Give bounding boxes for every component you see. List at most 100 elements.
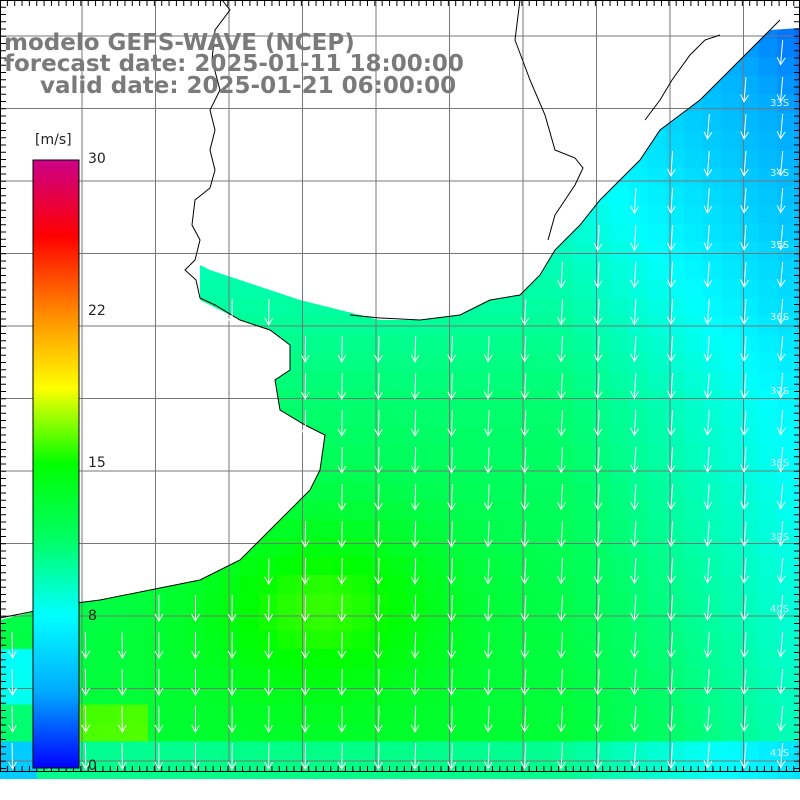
wind-arrow bbox=[740, 594, 750, 621]
wind-arrow bbox=[447, 520, 457, 548]
wind-cell bbox=[351, 408, 371, 428]
wind-arrow bbox=[593, 631, 603, 659]
wind-cell bbox=[758, 649, 778, 668]
wind-cell bbox=[462, 630, 482, 650]
wind-cell bbox=[314, 408, 334, 428]
wind-cell bbox=[388, 390, 408, 409]
wind-cell bbox=[536, 630, 556, 650]
wind-arrow bbox=[447, 409, 457, 437]
wind-cell bbox=[333, 760, 352, 779]
wind-cell bbox=[314, 482, 334, 502]
wind-cell bbox=[351, 593, 371, 613]
wind-cell bbox=[721, 371, 741, 391]
wind-cell bbox=[721, 667, 741, 687]
wind-arrow bbox=[593, 446, 603, 474]
wind-cell bbox=[721, 205, 741, 224]
wind-cell bbox=[610, 519, 630, 539]
wind-cell bbox=[703, 168, 722, 187]
wind-cell bbox=[684, 760, 704, 779]
wind-cell bbox=[351, 464, 371, 483]
wind-cell bbox=[703, 353, 722, 372]
wind-cell bbox=[333, 538, 352, 557]
wind-cell bbox=[499, 760, 519, 779]
wind-cell bbox=[573, 556, 593, 576]
wind-cell bbox=[573, 612, 593, 631]
wind-cell bbox=[647, 593, 667, 613]
wind-cell bbox=[795, 630, 800, 650]
wind-cell bbox=[240, 612, 260, 631]
wind-cell bbox=[721, 593, 741, 613]
wind-cell bbox=[370, 408, 389, 428]
wind-arrow bbox=[630, 446, 640, 474]
wind-arrow bbox=[593, 668, 603, 696]
wind-cell bbox=[555, 371, 574, 391]
wind-cell bbox=[240, 575, 260, 594]
wind-cell bbox=[0, 723, 19, 742]
wind-cell bbox=[388, 704, 408, 724]
wind-cell bbox=[740, 593, 759, 613]
wind-cell bbox=[444, 519, 463, 539]
wind-cell bbox=[351, 630, 371, 650]
wind-cell bbox=[462, 445, 482, 465]
wind-arrow bbox=[666, 557, 676, 585]
wind-cell bbox=[777, 556, 796, 576]
wind-cell bbox=[148, 723, 167, 742]
wind-cell bbox=[647, 279, 667, 298]
wind-cell bbox=[407, 427, 426, 446]
wind-arrow bbox=[337, 446, 347, 474]
wind-arrow bbox=[337, 742, 347, 770]
wind-cell bbox=[314, 741, 334, 761]
wind-arrow bbox=[740, 742, 750, 769]
wind-cell bbox=[573, 482, 593, 502]
wind-cell bbox=[610, 482, 630, 502]
wind-arrow bbox=[740, 409, 750, 436]
wind-cell bbox=[721, 260, 741, 280]
wind-arrow bbox=[374, 335, 383, 363]
wind-arrow bbox=[776, 705, 786, 732]
wind-cell bbox=[721, 556, 741, 576]
wind-cell bbox=[721, 482, 741, 502]
wind-cell bbox=[277, 371, 297, 391]
wind-cell bbox=[351, 353, 371, 372]
wind-cell bbox=[647, 519, 667, 539]
wind-arrow bbox=[557, 668, 566, 696]
wind-cell bbox=[222, 612, 241, 631]
wind-cell bbox=[407, 334, 426, 354]
wind-arrow bbox=[483, 742, 493, 770]
wind-cell bbox=[795, 538, 800, 557]
wind-arrow bbox=[630, 261, 640, 289]
wind-cell bbox=[314, 519, 334, 539]
wind-cell bbox=[444, 760, 463, 779]
wind-cell bbox=[721, 112, 741, 132]
wind-cell bbox=[703, 371, 722, 391]
wind-arrow bbox=[630, 224, 640, 252]
wind-cell bbox=[240, 556, 260, 576]
wind-cell bbox=[296, 353, 315, 372]
wind-cell bbox=[351, 390, 371, 409]
wind-cell bbox=[647, 686, 667, 705]
wind-cell bbox=[610, 575, 630, 594]
wind-cell bbox=[351, 667, 371, 687]
wind-cell bbox=[629, 556, 648, 576]
title-model: modelo GEFS-WAVE (NCEP) bbox=[4, 30, 355, 56]
wind-arrow bbox=[264, 557, 274, 586]
wind-cell bbox=[296, 538, 315, 557]
wind-cell bbox=[481, 630, 500, 650]
wind-arrow bbox=[410, 705, 420, 733]
wind-cell bbox=[314, 630, 334, 650]
wind-cell bbox=[666, 149, 685, 169]
wind-cell bbox=[703, 205, 722, 224]
wind-cell bbox=[536, 408, 556, 428]
wind-cell bbox=[296, 575, 315, 594]
wind-cell bbox=[425, 482, 445, 502]
wind-cell bbox=[462, 464, 482, 483]
wind-arrow bbox=[666, 187, 676, 215]
wind-arrow bbox=[227, 705, 237, 734]
wind-cell bbox=[462, 371, 482, 391]
wind-cell bbox=[314, 760, 334, 779]
wind-arrow bbox=[703, 224, 713, 251]
wind-cell bbox=[518, 704, 537, 724]
wind-cell bbox=[462, 556, 482, 576]
wind-cell bbox=[795, 390, 800, 409]
wind-cell bbox=[462, 704, 482, 724]
